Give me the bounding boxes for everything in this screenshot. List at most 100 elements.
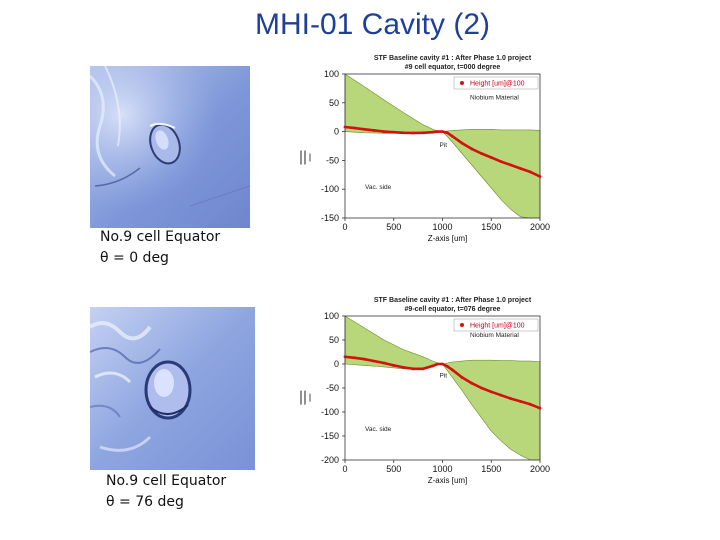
height-point [445,365,449,368]
y-tick-label: -150 [321,213,339,223]
y-tick-label: -50 [326,155,339,165]
height-point [343,125,347,129]
x-tick-label: 1500 [481,464,501,474]
x-tick-label: 1000 [432,464,452,474]
legend-marker [460,81,464,85]
caption-line-2: θ = 76 deg [106,494,184,510]
x-axis-label: Z-axis [um] [428,234,468,243]
height-point [489,156,493,159]
height-point [353,126,357,130]
chart-title: STF Baseline cavity #1 : After Phase 1.0… [374,297,532,304]
y-tick-label: 50 [329,335,339,345]
y-tick-label: -50 [326,383,339,393]
legend: Height [um]@100 [453,76,539,90]
x-tick-label: 1500 [481,222,501,232]
height-point [436,130,440,133]
caption-line-1: No.9 cell Equator [100,229,221,245]
legend-label: Height [um]@100 [470,81,525,88]
height-point [382,361,386,365]
height-point [519,167,522,170]
y-tick-label: 100 [324,69,339,79]
height-point [353,356,357,360]
height-point [402,365,405,369]
height-point [519,400,522,403]
height-point [445,131,449,135]
height-point [441,130,444,133]
x-tick-label: 1000 [432,222,452,232]
height-point [480,152,483,155]
height-point [460,376,464,379]
annotation-vac-side: Vac. side [365,184,392,191]
x-tick-label: 0 [342,222,347,232]
chart-title: STF Baseline cavity #1 : After Phase 1.0… [374,55,532,62]
height-point [460,141,464,145]
height-point [538,175,542,178]
height-point [538,406,542,410]
height-point [372,359,376,363]
annotation-vac-side: Vac. side [365,426,392,433]
height-point [411,367,415,371]
x-tick-label: 500 [386,464,401,474]
y-tick-label: -200 [321,455,339,465]
y-tick-label: -150 [321,431,339,441]
y-tick-label: -100 [321,184,339,194]
height-point [436,362,440,366]
pit-photo-equator-76-deg [90,307,255,470]
height-point [363,127,366,131]
pit-photo-equator-0-deg [90,66,250,228]
height-point [421,367,425,371]
height-point [509,163,513,167]
height-profile-chart-0-deg: STF Baseline cavity #1 : After Phase 1.0… [300,55,550,243]
height-point [509,397,513,400]
height-point [343,355,347,359]
x-tick-label: 0 [342,464,347,474]
height-point [372,129,376,132]
x-tick-label: 500 [386,222,401,232]
height-point [411,131,415,135]
y-tick-label: 100 [324,311,339,321]
caption-photo-1: No.9 cell Equator θ = 0 deg [100,227,220,269]
height-point [470,381,474,385]
chart-subtitle: #9 cell equator, t=000 degree [405,64,501,71]
y-tick-label: 0 [334,359,339,369]
caption-line-1: No.9 cell Equator [106,473,227,489]
legend-box [453,318,539,332]
annotation-niobium-material: Niobium Material [470,94,519,101]
height-point [528,170,532,174]
x-axis-label: Z-axis [um] [428,476,468,485]
height-point [489,390,493,394]
height-point [499,160,503,163]
height-point [431,364,435,368]
chart-subtitle: #9-cell equator, t=076 degree [405,306,501,313]
height-point [392,364,396,367]
height-point [450,368,454,372]
caption-photo-2: No.9 cell Equator θ = 76 deg [106,471,226,513]
height-point [499,393,503,397]
legend-box [453,76,539,90]
y-tick-label: -100 [321,407,339,417]
height-point [382,130,386,133]
x-tick-label: 2000 [530,464,550,474]
height-point [421,131,425,135]
y-tick-label: 0 [334,127,339,137]
legend-label: Height [um]@100 [470,323,525,330]
height-point [450,134,454,138]
annotation-pit: Pit [440,142,448,149]
height-point [431,130,435,134]
height-point [470,147,474,151]
annotation-pit: Pit [440,373,448,380]
height-point [528,402,532,406]
height-point [402,131,405,135]
height-point [441,362,444,366]
legend-marker [460,323,464,327]
annotation-niobium-material: Niobium Material [470,332,519,339]
x-tick-label: 2000 [530,222,550,232]
caption-line-2: θ = 0 deg [100,250,169,266]
legend: Height [um]@100 [453,318,539,332]
y-tick-label: 50 [329,98,339,108]
height-point [363,357,366,361]
slide-title: MHI-01 Cavity (2) [254,8,491,41]
height-profile-chart-76-deg: STF Baseline cavity #1 : After Phase 1.0… [300,297,550,485]
height-point [480,386,483,390]
height-point [392,130,396,134]
